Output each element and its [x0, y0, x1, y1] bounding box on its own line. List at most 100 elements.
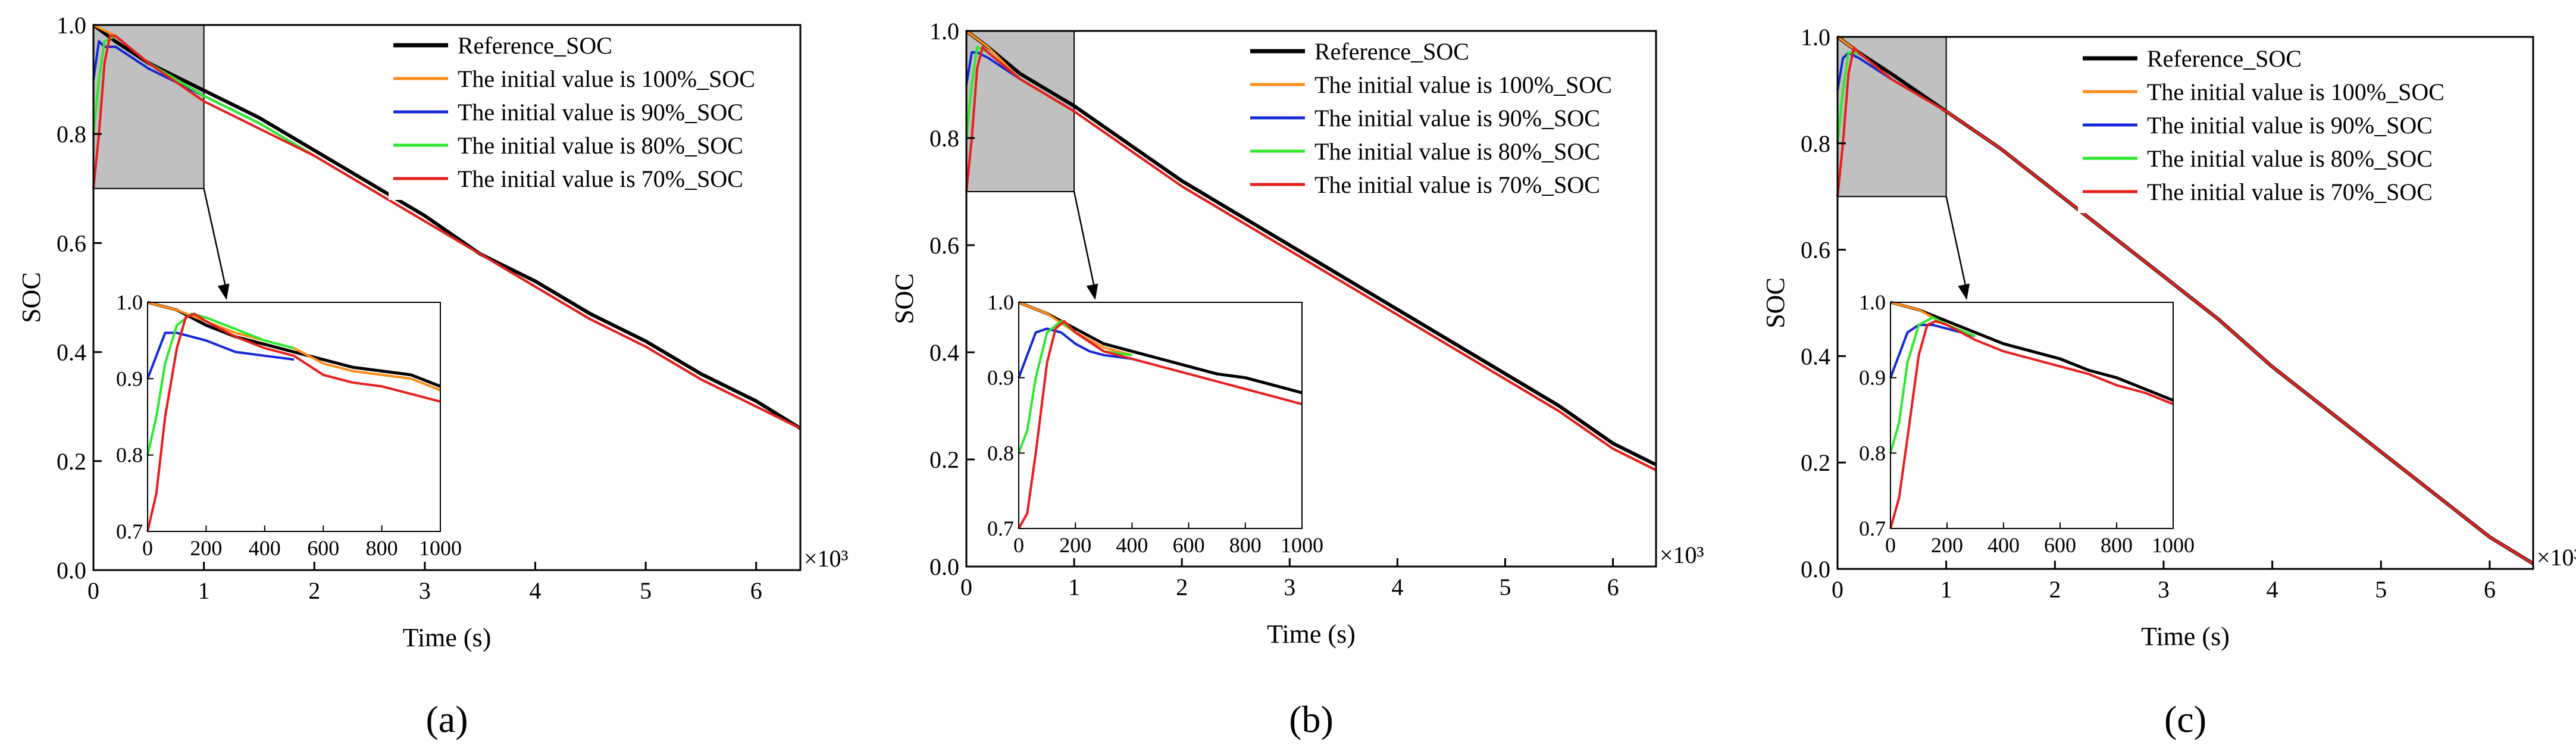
inset-series-line-init-90-soc — [1018, 327, 1132, 378]
x-tick-label: 4 — [1391, 574, 1403, 600]
legend-background — [2078, 39, 2528, 213]
inset-y-tick-label: 0.8 — [1859, 441, 1886, 465]
inset-frame — [147, 302, 441, 532]
x-tick-label: 1 — [1068, 574, 1080, 600]
inset-y-tick-label: 0.8 — [116, 443, 143, 467]
y-tick-label: 0.8 — [1801, 130, 1830, 157]
x-tick-label: 4 — [530, 577, 542, 604]
plot-frame — [965, 30, 1657, 568]
chart-panel-2: 0 1 2 3 4 5 6 0.0 0.2 0.4 0.6 0.8 1.0 ×10³ Time (s) SOC… — [890, 18, 1704, 740]
x-tick-label: 3 — [1284, 574, 1295, 600]
x-tick-label: 5 — [640, 577, 652, 604]
x-multiplier: ×10³ — [2537, 544, 2576, 571]
inset-y-tick-label: 0.8 — [987, 441, 1014, 465]
inset-frame — [1018, 302, 1303, 529]
x-tick-label: 5 — [1499, 574, 1511, 600]
legend-entry-init-80-soc: The initial value is 80%_SOC — [2147, 145, 2433, 172]
inset-x-tick-label: 600 — [2044, 533, 2076, 557]
panel-label: (a) — [425, 698, 468, 740]
legend-entry-init-100-soc: The initial value is 100%_SOC — [2147, 79, 2444, 105]
inset-x-tick-label: 600 — [1173, 533, 1205, 557]
legend-entry-init-70-soc: The initial value is 70%_SOC — [1314, 171, 1600, 198]
legend: Reference_SOC The initial value is 100%_S… — [2078, 39, 2528, 213]
legend-entry-init-70-soc: The initial value is 70%_SOC — [2147, 179, 2433, 205]
x-tick-label: 6 — [2484, 576, 2496, 603]
y-tick-label: 0.6 — [1801, 237, 1830, 264]
y-tick-label: 0.6 — [57, 230, 86, 256]
series-line-reference-soc — [92, 23, 802, 430]
y-axis-label: SOC — [1761, 277, 1790, 328]
inset-x-tick-label: 0 — [1013, 533, 1024, 557]
inset-x-tick-label: 0 — [1885, 533, 1896, 557]
inset-y-tick-label: 0.9 — [987, 366, 1014, 390]
x-tick-label: 5 — [2375, 576, 2387, 603]
inset-series-line-init-90-soc — [146, 331, 295, 380]
series-line-reference-soc — [965, 29, 1657, 467]
y-axis-label: SOC — [17, 272, 46, 323]
inset-x-tick-label: 200 — [1059, 533, 1091, 557]
inset-series-line-init-70-soc — [1018, 320, 1303, 529]
panel-label: (c) — [2164, 698, 2206, 740]
x-multiplier: ×10³ — [804, 545, 849, 572]
x-tick-label: 0 — [1832, 576, 1843, 603]
y-tick-label: 0.2 — [57, 448, 86, 475]
legend-entry-init-90-soc: The initial value is 90%_SOC — [2147, 112, 2433, 139]
plot-frame — [92, 24, 802, 571]
y-axis-label: SOC — [890, 273, 919, 324]
inset-y-tick-label: 1.0 — [116, 290, 143, 314]
x-tick-label: 4 — [2267, 576, 2278, 603]
chart-panel-1: 0 1 2 3 4 5 6 0.0 0.2 0.4 0.6 0.8 1.0 ×10³ Time (s) SOC… — [17, 12, 849, 740]
inset-x-tick-label: 600 — [307, 536, 339, 560]
inset-x-tick-label: 1000 — [1281, 533, 1323, 557]
legend-entry-reference-soc: Reference_SOC — [2147, 45, 2302, 72]
inset-x-tick-label: 1000 — [2152, 533, 2195, 557]
legend-background — [389, 26, 796, 200]
inset-background — [148, 302, 440, 531]
x-multiplier: ×10³ — [1660, 542, 1704, 568]
x-tick-label: 0 — [87, 577, 99, 604]
inset-x-tick-label: 800 — [366, 536, 398, 560]
zoom-arrow-head — [1958, 283, 1970, 300]
inset-x-tick-label: 200 — [1931, 533, 1963, 557]
zoom-arrow-line — [1945, 196, 1968, 292]
y-tick-label: 0.8 — [929, 125, 959, 152]
inset-series-line-reference-soc — [1890, 301, 2174, 402]
inset-x-tick-label: 1000 — [419, 536, 462, 560]
inset-x-tick-label: 400 — [1987, 533, 2020, 557]
inset-background — [1019, 302, 1302, 528]
y-tick-label: 0.0 — [929, 553, 959, 580]
inset-x-tick-label: 800 — [1229, 533, 1262, 557]
zoom-arrow-head — [1086, 283, 1098, 300]
zoom-region — [93, 24, 205, 189]
inset-chart: 0 200 400 600 800 1000 0.7 0.8 0.9 1.0 — [987, 290, 1323, 557]
legend: Reference_SOC The initial value is 100%_S… — [389, 26, 796, 200]
x-axis-label: Time (s) — [403, 623, 492, 652]
legend-background — [1245, 32, 1651, 206]
inset-x-tick-label: 0 — [142, 536, 153, 560]
y-tick-label: 0.0 — [57, 557, 86, 584]
legend-entry-init-80-soc: The initial value is 80%_SOC — [1314, 138, 1600, 165]
x-tick-label: 2 — [308, 577, 320, 604]
y-tick-label: 1.0 — [1801, 24, 1830, 51]
y-tick-label: 0.8 — [57, 121, 86, 148]
legend-entry-reference-soc: Reference_SOC — [458, 32, 612, 59]
plot-frame — [1836, 36, 2534, 570]
x-tick-label: 6 — [750, 577, 762, 604]
y-tick-label: 0.4 — [929, 339, 959, 366]
x-tick-label: 6 — [1607, 574, 1619, 600]
panel-label: (b) — [1289, 698, 1334, 740]
zoom-region — [1837, 36, 1947, 198]
x-tick-label: 3 — [419, 577, 431, 604]
y-tick-label: 0.6 — [929, 232, 959, 259]
zoom-arrow-line — [203, 188, 228, 292]
x-tick-label: 3 — [2158, 576, 2170, 603]
x-tick-label: 1 — [1940, 576, 1952, 603]
inset-series-line-init-70-soc — [146, 312, 441, 532]
x-axis-label: Time (s) — [1267, 620, 1356, 649]
y-tick-label: 0.2 — [929, 446, 959, 473]
y-tick-label: 0.0 — [1801, 556, 1830, 583]
chart-panel-3: 0 1 2 3 4 5 6 0.0 0.2 0.4 0.6 0.8 1.0 ×10³ Time (s) SOC… — [1761, 24, 2576, 740]
inset-y-tick-label: 1.0 — [987, 290, 1014, 314]
inset-background — [1890, 302, 2173, 528]
series-line-init-70-soc — [965, 46, 1657, 471]
